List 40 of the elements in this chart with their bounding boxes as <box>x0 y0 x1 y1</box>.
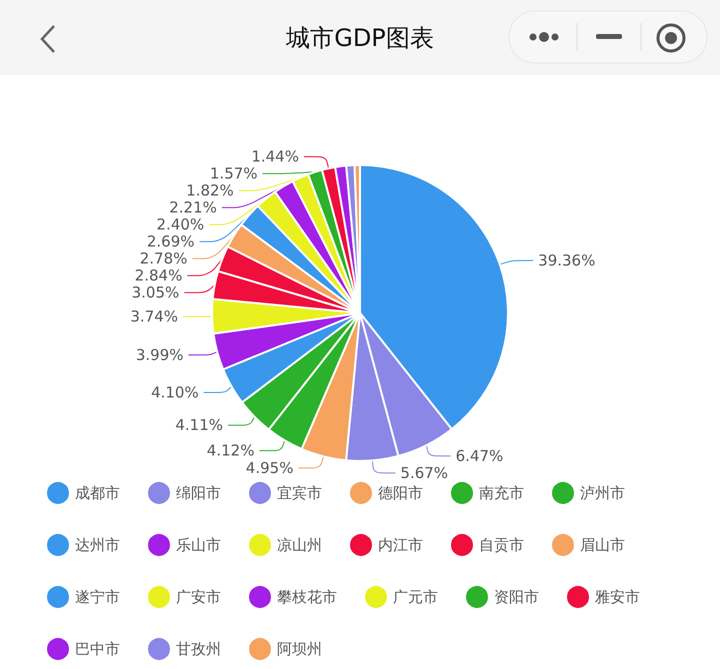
legend-label: 雅安市 <box>595 588 640 606</box>
legend-label: 凉山州 <box>277 536 322 554</box>
data-label: 1.44% <box>251 148 299 166</box>
legend-label: 眉山市 <box>580 536 625 554</box>
legend-label: 成都市 <box>75 484 120 502</box>
data-label: 2.40% <box>156 216 204 234</box>
legend-label: 南充市 <box>479 484 524 502</box>
legend-label: 自贡市 <box>479 536 524 554</box>
legend-label: 达州市 <box>75 536 120 554</box>
legend-label: 遂宁市 <box>75 588 120 606</box>
legend-label: 资阳市 <box>494 588 539 606</box>
data-label: 2.78% <box>140 250 188 268</box>
data-label: 3.05% <box>132 284 180 302</box>
legend-label: 甘孜州 <box>176 640 221 658</box>
legend-label: 阿坝州 <box>277 640 322 658</box>
data-label: 4.11% <box>175 416 224 434</box>
data-label: 3.74% <box>130 308 178 326</box>
legend-label: 宜宾市 <box>277 484 322 502</box>
data-label: 5.67% <box>400 464 448 482</box>
data-label: 4.12% <box>206 442 254 460</box>
legend-label: 泸州市 <box>580 484 625 502</box>
legend-label: 攀枝花市 <box>277 588 337 606</box>
data-label: 2.21% <box>169 198 217 217</box>
data-label: 39.36% <box>538 252 596 270</box>
legend-label: 广安市 <box>176 588 221 606</box>
data-label: 4.95% <box>246 459 294 478</box>
legend-label: 广元市 <box>393 588 438 606</box>
data-label: 1.82% <box>186 182 234 200</box>
legend-label: 巴中市 <box>75 640 120 658</box>
legend-label: 德阳市 <box>378 484 423 502</box>
data-label: 6.47% <box>456 446 504 465</box>
data-label: 3.99% <box>136 346 184 364</box>
data-label: 4.10% <box>151 383 199 402</box>
legend-label: 内江市 <box>378 536 423 554</box>
data-label: 2.84% <box>134 266 182 285</box>
data-label: 1.57% <box>210 164 258 183</box>
data-label: 2.69% <box>146 232 195 251</box>
legend-label: 乐山市 <box>176 536 221 554</box>
legend-label: 绵阳市 <box>176 484 221 502</box>
chart-title: 城市GDP图表 <box>285 23 435 54</box>
